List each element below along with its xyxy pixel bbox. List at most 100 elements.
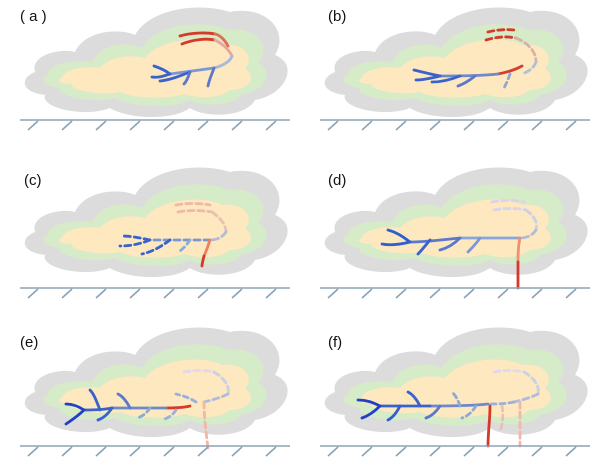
panel-b-diagram bbox=[320, 7, 590, 131]
negative-leader-branch bbox=[88, 388, 102, 412]
ground bbox=[320, 287, 590, 299]
positive-leader-trunk-faded bbox=[210, 210, 228, 234]
positive-leader-trunk-faded bbox=[514, 36, 538, 64]
leader-faded bbox=[522, 370, 540, 396]
leader-trunk bbox=[212, 54, 234, 70]
ground bbox=[320, 119, 590, 131]
panel-d-diagram bbox=[320, 167, 590, 299]
panel-d: (d) bbox=[310, 160, 600, 315]
thundercloud bbox=[324, 327, 588, 438]
lightning-leader-channels bbox=[356, 369, 540, 448]
negative-leader-branch bbox=[158, 70, 192, 83]
negative-leader-branch bbox=[424, 404, 442, 420]
negative-leader-branch-faded bbox=[502, 72, 512, 90]
positive-leader-active bbox=[164, 404, 192, 410]
positive-leader-tip bbox=[200, 254, 206, 268]
negative-leader-branch-faded bbox=[136, 406, 152, 420]
negative-leader-branch bbox=[360, 404, 382, 420]
positive-leader-downward bbox=[516, 236, 522, 264]
lightning-leader-channels bbox=[64, 369, 230, 450]
thundercloud bbox=[24, 167, 288, 278]
leader-faded bbox=[512, 392, 540, 404]
negative-leader-branch bbox=[430, 74, 462, 84]
negative-leader-branch bbox=[182, 70, 192, 86]
leader-faded bbox=[492, 207, 528, 212]
panel-f-diagram bbox=[320, 327, 590, 457]
positive-leader-branch bbox=[180, 37, 217, 46]
panel-a: ( a ) bbox=[0, 0, 300, 155]
ground bbox=[20, 445, 290, 457]
negative-leader-branch bbox=[356, 398, 382, 408]
lightning-leader-channels bbox=[380, 199, 538, 290]
leader-faded bbox=[202, 392, 230, 404]
leader-faded bbox=[524, 208, 538, 232]
ground bbox=[20, 119, 290, 131]
negative-leader-branch bbox=[116, 392, 132, 410]
ground bbox=[320, 445, 590, 457]
panel-a-diagram bbox=[20, 7, 290, 131]
negative-leader-branch bbox=[206, 66, 216, 88]
panel-c: (c) bbox=[0, 160, 300, 315]
panel-e-diagram bbox=[20, 327, 290, 457]
panel-label: ( a ) bbox=[20, 8, 47, 25]
panel-label: (f) bbox=[328, 334, 343, 351]
negative-leader-branch bbox=[466, 236, 482, 254]
negative-leader-trunk bbox=[438, 72, 500, 78]
leader-faded bbox=[492, 369, 526, 374]
panel-label: (c) bbox=[24, 172, 42, 189]
thundercloud bbox=[324, 167, 588, 278]
negative-leader-trunk bbox=[82, 406, 114, 412]
positive-leader-branch bbox=[213, 32, 230, 48]
leader-faded bbox=[182, 369, 216, 374]
positive-leader-trunk bbox=[213, 38, 234, 58]
negative-leader-faded bbox=[118, 238, 152, 248]
negative-leader-branch bbox=[456, 74, 477, 88]
lightning-leader-channels bbox=[118, 202, 228, 268]
negative-leader-branch bbox=[64, 402, 86, 412]
negative-leader-branch-faded bbox=[460, 404, 478, 420]
upward-leader-faded bbox=[498, 404, 505, 434]
panel-label: (d) bbox=[328, 172, 347, 189]
positive-leader-branch-faded bbox=[486, 28, 516, 34]
leader-faded bbox=[518, 228, 538, 240]
negative-leader-faded bbox=[160, 408, 178, 422]
positive-leader-branch bbox=[178, 31, 217, 38]
negative-leader-branch bbox=[64, 408, 86, 426]
negative-leader-branch bbox=[96, 406, 114, 422]
lightning-leader-channels bbox=[150, 31, 234, 88]
panel-label: (e) bbox=[20, 334, 39, 351]
leader-faded bbox=[212, 370, 230, 396]
negative-leader-branch bbox=[438, 236, 462, 252]
return-stroke-channel bbox=[486, 404, 492, 448]
negative-leader-branch bbox=[150, 72, 172, 79]
positive-leader-branch-faded bbox=[484, 35, 518, 42]
negative-leader-faded bbox=[486, 400, 516, 406]
positive-leader-active bbox=[496, 64, 524, 76]
negative-leader-branch bbox=[406, 390, 422, 408]
panel-label: (b) bbox=[328, 8, 347, 25]
leader-faded bbox=[490, 199, 526, 204]
thundercloud bbox=[324, 7, 588, 118]
negative-leader-faded bbox=[140, 238, 172, 256]
ground bbox=[20, 287, 290, 299]
leader-trunk-faded bbox=[208, 230, 228, 242]
negative-leader-branch bbox=[386, 228, 412, 244]
negative-leader-branch bbox=[386, 404, 402, 422]
negative-leader-trunk bbox=[168, 66, 216, 76]
negative-leader-branch bbox=[414, 74, 442, 82]
panel-b: (b) bbox=[310, 0, 600, 155]
negative-leader-branch bbox=[416, 238, 432, 256]
leader-trunk-faded bbox=[520, 60, 538, 76]
positive-leader-branch-faded bbox=[174, 202, 212, 207]
thundercloud bbox=[24, 7, 288, 118]
positive-leader-branch-faded bbox=[176, 209, 214, 214]
panel-f: (f) bbox=[310, 320, 600, 475]
panel-e: (e) bbox=[0, 320, 300, 475]
negative-leader-branch-faded bbox=[450, 390, 462, 408]
negative-leader-faded bbox=[174, 392, 198, 404]
return-stroke-channel-faded bbox=[202, 400, 210, 450]
negative-leader-branch bbox=[380, 240, 412, 247]
negative-leader-trunk bbox=[408, 236, 462, 244]
negative-leader-faded bbox=[176, 238, 192, 254]
lightning-leader-channels bbox=[412, 28, 538, 90]
